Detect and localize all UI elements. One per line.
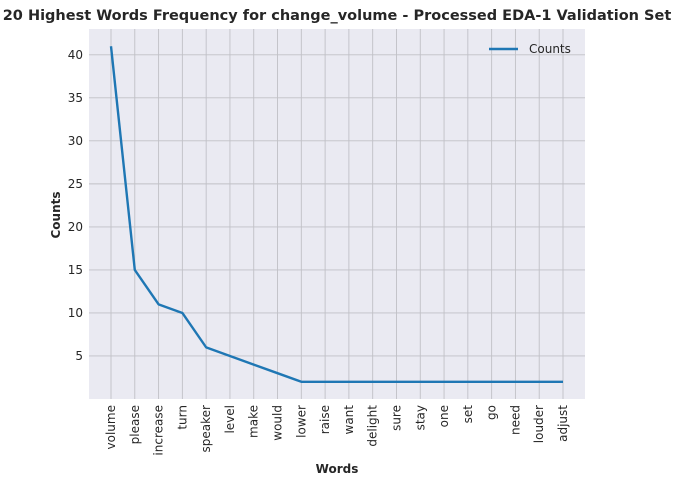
grid-lines [89,29,585,399]
y-tick-label: 10 [68,306,83,320]
x-tick-label: want [342,405,356,435]
x-tick-label: set [461,405,475,424]
x-tick-label: sure [389,405,403,431]
x-tick-label: level [223,405,237,434]
y-axis-label: Counts [49,191,63,238]
x-tick-label: please [128,405,142,444]
x-axis-ticks: volume please increase turn speaker level make… [104,405,570,456]
legend: Counts [489,42,571,56]
x-tick-label: need [508,405,522,435]
legend-label-counts: Counts [529,42,571,56]
y-tick-label: 20 [68,220,83,234]
series-group [109,46,563,383]
y-tick-label: 30 [68,134,83,148]
x-tick-label: raise [318,405,332,434]
x-tick-label: make [247,405,261,438]
x-axis-label: Words [316,462,359,476]
x-tick-label: stay [413,405,427,430]
x-tick-label: delight [366,405,380,447]
x-tick-label: increase [152,405,166,456]
x-tick-label: volume [104,405,118,449]
y-tick-label: 40 [68,48,83,62]
x-tick-label: go [485,405,499,420]
y-tick-label: 15 [68,263,83,277]
chart-title: 20 Highest Words Frequency for change_vo… [3,8,672,24]
x-tick-label: louder [532,405,546,443]
x-tick-label: would [271,405,285,441]
plot-area [89,29,585,399]
x-tick-label: turn [175,405,189,430]
x-tick-label: speaker [199,405,213,453]
x-tick-label: one [437,405,451,427]
x-tick-label: lower [294,405,308,438]
y-tick-label: 25 [68,177,83,191]
series-line-counts [109,46,563,383]
y-tick-label: 5 [75,349,83,363]
y-axis-ticks: 5 10 15 20 25 30 35 40 [68,48,83,363]
x-tick-label: adjust [556,405,570,442]
y-tick-label: 35 [68,91,83,105]
